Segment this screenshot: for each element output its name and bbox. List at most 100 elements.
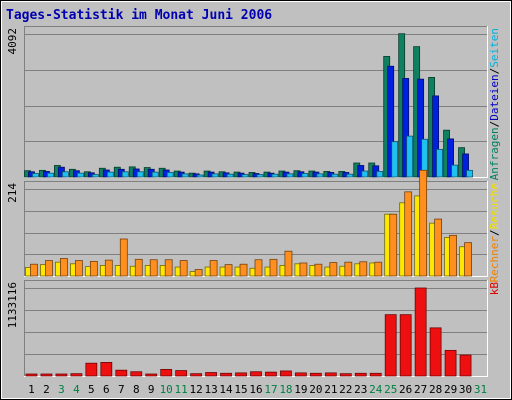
bar-rechner-day-12 xyxy=(194,269,203,277)
bar-kb-day-30 xyxy=(459,354,472,377)
bar-kb-day-11 xyxy=(175,370,188,377)
bar-seiten-day-16 xyxy=(256,174,264,178)
x-tick-label-day-2: 2 xyxy=(43,383,50,396)
x-tick-label-day-22: 22 xyxy=(339,383,352,396)
bar-kb-day-24 xyxy=(369,372,382,377)
bar-rechner-day-23 xyxy=(359,261,368,277)
x-tick-label-day-8: 8 xyxy=(133,383,140,396)
bar-seiten-day-29 xyxy=(451,164,458,178)
chart-title: Tages-Statistik im Monat Juni 2006 xyxy=(6,8,272,23)
x-tick-label-day-16: 16 xyxy=(249,383,262,396)
bar-kb-day-17 xyxy=(265,371,277,377)
bar-rechner-day-15 xyxy=(239,263,248,277)
bar-kb-day-23 xyxy=(354,372,367,377)
bar-seiten-day-1 xyxy=(32,173,39,178)
legend-entry-anfragen: Anfragen xyxy=(488,127,501,180)
x-tick-label-day-20: 20 xyxy=(309,383,322,396)
legend: Rechner/Besuche xyxy=(488,183,501,282)
bar-rechner-day-17 xyxy=(269,258,278,277)
bar-seiten-day-28 xyxy=(436,148,444,178)
y-axis-max-label: 214 xyxy=(6,183,19,203)
bar-rechner-day-16 xyxy=(254,259,263,277)
bar-kb-day-21 xyxy=(324,372,337,377)
chart-panels: 4092Anfragen/Dateien/Seiten214Rechner/Be… xyxy=(6,26,501,377)
bar-rechner-day-26 xyxy=(404,191,413,277)
bar-rechner-day-8 xyxy=(134,258,143,277)
y-axis-max-label: 4092 xyxy=(6,28,19,55)
x-tick-label-day-13: 13 xyxy=(204,383,217,396)
bar-seiten-day-21 xyxy=(331,173,339,178)
bar-kb-day-15 xyxy=(235,372,247,377)
legend: Anfragen/Dateien/Seiten xyxy=(488,28,501,180)
bar-seiten-day-10 xyxy=(166,172,174,178)
bar-kb-day-26 xyxy=(399,314,412,377)
bar-kb-day-4 xyxy=(70,373,83,377)
bar-kb-day-25 xyxy=(384,314,397,377)
bar-kb-day-19 xyxy=(294,372,307,377)
bar-seiten-day-2 xyxy=(47,172,54,178)
bar-seiten-day-3 xyxy=(62,171,69,178)
x-tick-label-day-18: 18 xyxy=(279,383,292,396)
bar-rechner-day-10 xyxy=(164,259,173,277)
bar-rechner-day-30 xyxy=(464,242,472,277)
bar-seiten-day-14 xyxy=(226,173,234,178)
x-tick-label-day-14: 14 xyxy=(219,383,233,396)
legend: kB xyxy=(488,282,501,296)
x-tick-label-day-5: 5 xyxy=(88,383,95,396)
bar-rechner-day-29 xyxy=(449,234,457,277)
x-tick-label-day-10: 10 xyxy=(160,383,173,396)
bar-kb-day-13 xyxy=(205,372,218,377)
x-tick-label-day-17: 17 xyxy=(264,383,277,396)
bar-seiten-day-15 xyxy=(241,174,249,178)
bar-seiten-day-9 xyxy=(151,171,159,178)
legend-separator: / xyxy=(488,68,501,75)
bar-kb-day-3 xyxy=(55,373,68,377)
legend-entry-rechner: Rechner xyxy=(488,236,501,283)
bar-seiten-day-7 xyxy=(121,171,129,178)
bar-seiten-day-13 xyxy=(211,173,219,178)
x-tick-label-day-31: 31 xyxy=(474,383,487,396)
bar-seiten-day-20 xyxy=(316,173,324,178)
bar-rechner-day-20 xyxy=(314,263,323,277)
bar-dateien-day-28 xyxy=(432,95,440,178)
legend-entry-kb: kB xyxy=(488,282,501,296)
x-tick-label-day-24: 24 xyxy=(369,383,383,396)
bar-rechner-day-6 xyxy=(104,259,113,277)
bar-rechner-day-18 xyxy=(284,250,293,277)
bar-rechner-day-5 xyxy=(89,260,98,277)
x-tick-label-day-29: 29 xyxy=(444,383,457,396)
bar-kb-day-27 xyxy=(414,287,427,377)
bar-rechner-day-1 xyxy=(30,263,38,277)
bar-kb-day-8 xyxy=(130,371,143,377)
x-tick-label-day-3: 3 xyxy=(58,383,65,396)
bar-kb-day-28 xyxy=(429,327,442,377)
x-tick-label-day-27: 27 xyxy=(414,383,427,396)
bar-kb-day-1 xyxy=(25,373,38,377)
legend-separator: / xyxy=(488,229,501,236)
bar-seiten-day-19 xyxy=(301,173,309,178)
x-tick-label-day-7: 7 xyxy=(118,383,125,396)
x-tick-label-day-12: 12 xyxy=(190,383,203,396)
bar-seiten-day-6 xyxy=(106,171,114,178)
bar-dateien-day-30 xyxy=(462,153,469,178)
bar-rechner-day-11 xyxy=(179,260,188,277)
bar-kb-day-7 xyxy=(115,369,128,377)
x-tick-label-day-11: 11 xyxy=(175,383,188,396)
bar-rechner-day-7 xyxy=(119,238,128,277)
x-tick-label-day-1: 1 xyxy=(28,383,35,396)
legend-entry-dateien: Dateien xyxy=(488,74,501,120)
panel-2: 214 Rechner/Besuche xyxy=(6,169,501,282)
bar-rechner-day-14 xyxy=(224,264,233,277)
bar-seiten-day-12 xyxy=(196,174,204,178)
bar-seiten-day-22 xyxy=(346,173,354,178)
x-tick-label-day-26: 26 xyxy=(399,383,412,396)
x-tick-label-day-30: 30 xyxy=(459,383,472,396)
bar-dateien-day-25 xyxy=(387,65,395,178)
bar-kb-day-20 xyxy=(309,372,322,377)
legend-entry-besuche: Besuche xyxy=(488,183,501,229)
bar-kb-day-5 xyxy=(85,362,98,377)
x-tick-label-day-28: 28 xyxy=(429,383,442,396)
bar-seiten-day-23 xyxy=(361,170,369,178)
